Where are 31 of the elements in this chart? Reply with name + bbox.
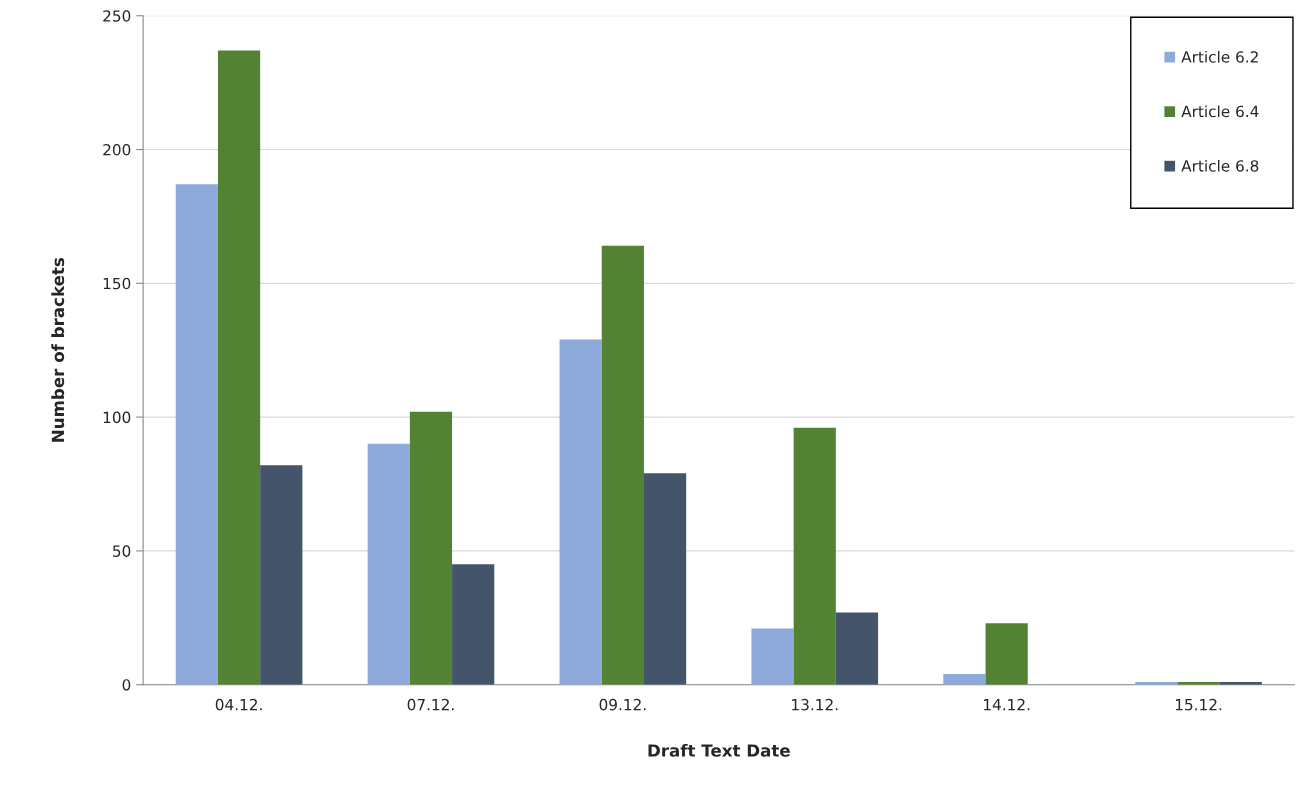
legend-label: Article 6.4	[1181, 105, 1259, 118]
bar	[943, 673, 986, 685]
legend-label: Article 6.2	[1181, 50, 1258, 63]
bar	[217, 50, 261, 685]
bar	[260, 465, 303, 685]
bar	[751, 628, 794, 685]
bar	[452, 564, 495, 685]
x-tick-label: 04.12.	[215, 698, 262, 711]
x-tick-label: 14.12.	[984, 698, 1030, 711]
x-axis-title: Draft Text Date	[648, 743, 790, 757]
bar	[643, 473, 687, 685]
bar	[175, 184, 218, 685]
bar	[601, 245, 644, 685]
y-tick-label: 200	[103, 144, 131, 156]
x-tick-label: 07.12.	[407, 698, 454, 711]
y-tick-label: 150	[103, 277, 131, 290]
bar	[409, 411, 453, 685]
bar	[367, 443, 410, 685]
legend-label: Article 6.8	[1181, 159, 1259, 172]
x-tick-label: 15.12.	[1175, 698, 1222, 711]
bar	[559, 339, 602, 685]
y-tick-label: 50	[113, 545, 131, 557]
x-tick-label: 13.12.	[792, 698, 838, 711]
y-axis-title: Number of brackets	[51, 257, 65, 442]
bar	[835, 612, 879, 685]
bar	[793, 427, 836, 685]
bar	[985, 623, 1028, 685]
x-tick-label: 09.12.	[599, 698, 646, 711]
y-tick-label: 100	[103, 411, 131, 424]
y-tick-label: 250	[103, 10, 131, 22]
y-tick-label: 0	[122, 679, 131, 691]
